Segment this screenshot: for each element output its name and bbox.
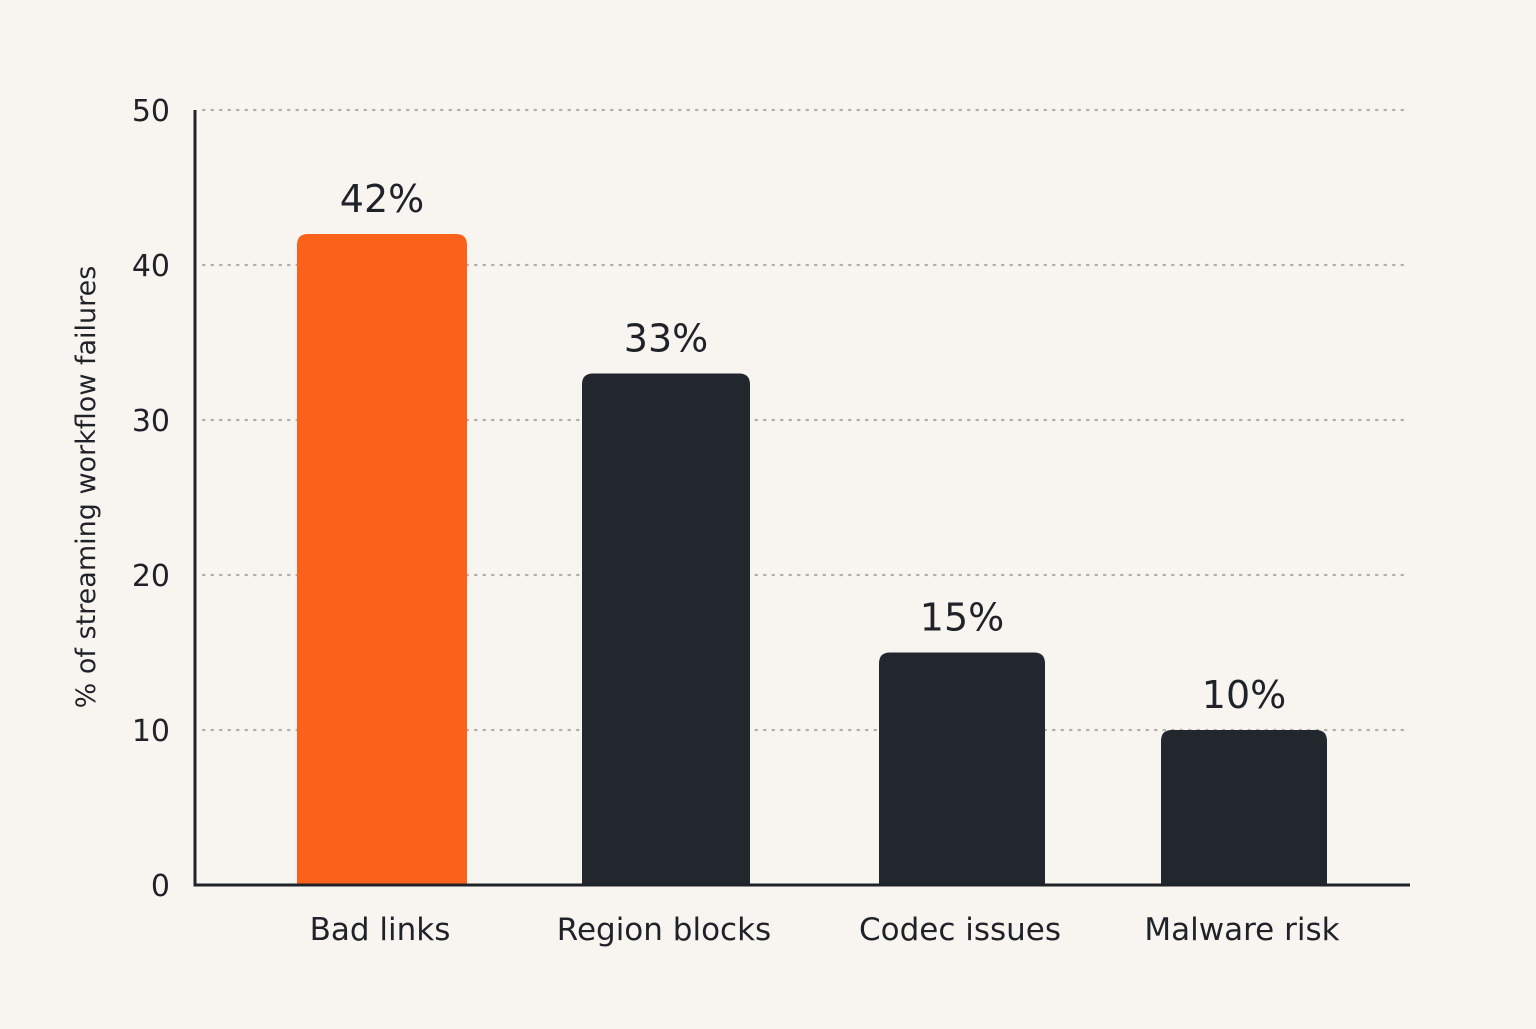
y-tick-label: 10 [132,714,170,749]
y-axis-title: % of streaming workflow failures [71,266,102,709]
category-label: Bad links [310,912,451,948]
y-tick-label: 20 [132,559,170,594]
value-label: 33% [624,317,708,361]
category-label: Region blocks [557,912,771,948]
bars [297,234,1327,885]
value-label: 10% [1202,673,1286,717]
y-tick-label: 0 [151,869,170,904]
bar-region-blocks [582,373,750,885]
y-tick-label: 30 [132,404,170,439]
value-label: 15% [920,596,1004,640]
gridlines [201,108,1412,732]
bar-bad-links [297,234,467,885]
y-tick-label: 50 [132,94,170,129]
category-label: Malware risk [1144,912,1339,948]
value-label: 42% [340,177,424,221]
category-label: Codec issues [859,912,1061,948]
bar-codec-issues [879,652,1045,885]
y-tick-label: 40 [132,249,170,284]
y-axis-ticks: 0 10 20 30 40 50 [132,94,170,904]
bar-malware-risk [1161,730,1327,885]
x-axis-categories: Bad links Region blocks Codec issues Malwar… [310,912,1340,948]
value-labels: 42% 33% 15% 10% [340,177,1286,717]
